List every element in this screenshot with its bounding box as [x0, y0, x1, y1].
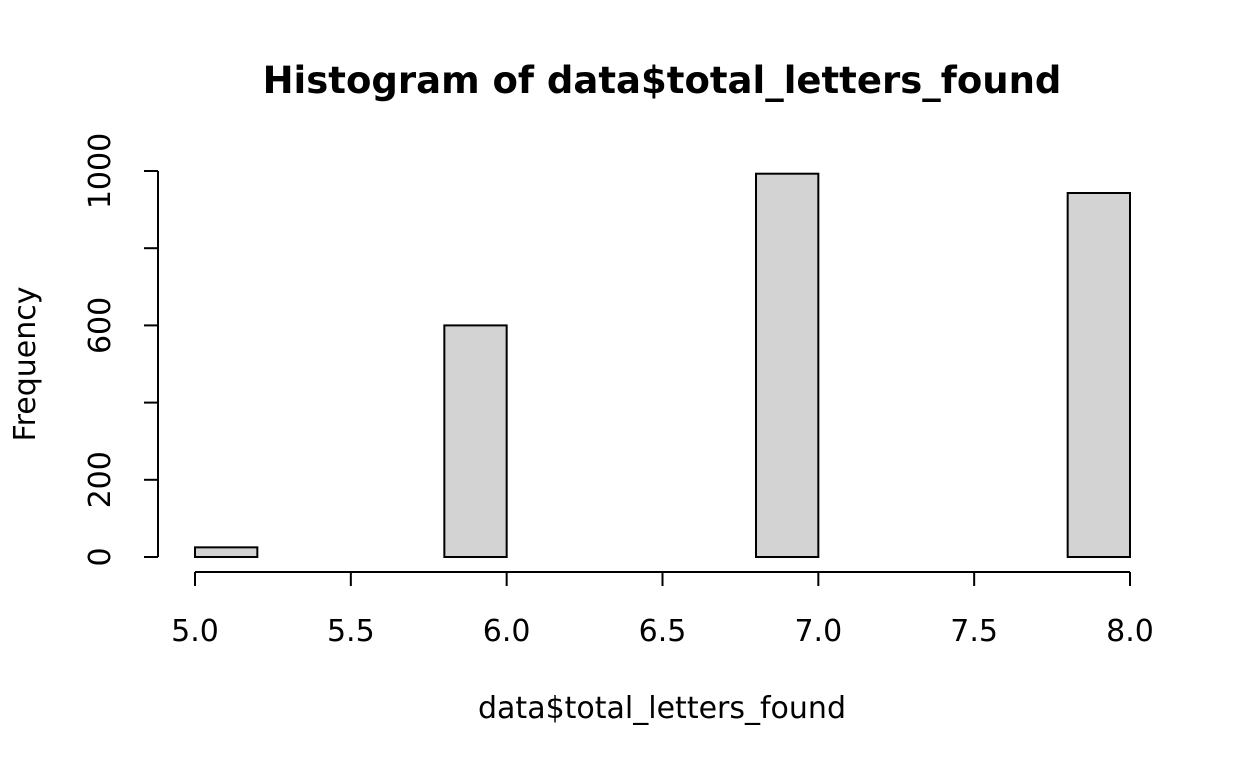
- histogram-bar: [443, 324, 508, 558]
- x-tick-label: 7.0: [794, 614, 842, 649]
- x-tick-label: 5.5: [327, 614, 375, 649]
- histogram-bar: [1066, 192, 1131, 558]
- x-tick-label: 5.0: [171, 614, 219, 649]
- y-tick-label: 0: [83, 547, 118, 566]
- x-tick-label: 7.5: [950, 614, 998, 649]
- y-tick-label: 200: [83, 451, 118, 508]
- x-tick-label: 6.5: [639, 614, 687, 649]
- x-tick-label: 6.0: [483, 614, 531, 649]
- histogram-bar: [755, 172, 820, 558]
- x-axis: 5.0 5.5 6.0 6.5 7.0 7.5 8.0: [171, 571, 1154, 649]
- y-axis-label: Frequency: [8, 287, 43, 442]
- bars-group: [194, 172, 1131, 558]
- x-tick-label: 8.0: [1106, 614, 1154, 649]
- y-tick-label: 1000: [83, 133, 118, 209]
- y-axis: 0 200 600 1000: [83, 133, 159, 567]
- y-tick-label: 600: [83, 297, 118, 354]
- x-axis-label: data$total_letters_found: [478, 691, 846, 726]
- histogram-bar: [194, 546, 259, 558]
- chart-title: Histogram of data$total_letters_found: [263, 59, 1062, 102]
